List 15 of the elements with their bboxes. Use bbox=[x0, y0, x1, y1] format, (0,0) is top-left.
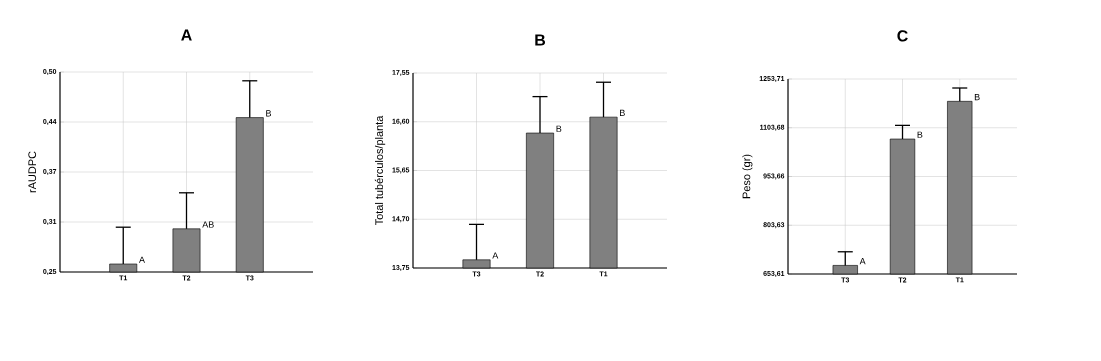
annotation: B bbox=[266, 110, 272, 117]
y-axis-title: Peso (gr) bbox=[742, 154, 753, 199]
annotation: A bbox=[859, 258, 866, 265]
annotation: AB bbox=[202, 221, 214, 228]
chart-title: B bbox=[535, 34, 546, 46]
annotation: B bbox=[620, 109, 625, 116]
annotation: B bbox=[974, 93, 980, 101]
annotation: B bbox=[917, 131, 923, 138]
annotation: A bbox=[492, 252, 499, 259]
y-axis-title: Total tubérculos/planta bbox=[374, 115, 386, 226]
annotation: A bbox=[139, 256, 145, 263]
chart-title: C bbox=[897, 30, 908, 42]
chart-title: A bbox=[181, 29, 192, 41]
annotation: B bbox=[556, 125, 562, 132]
y-axis-title: rAUDPC bbox=[28, 151, 37, 193]
